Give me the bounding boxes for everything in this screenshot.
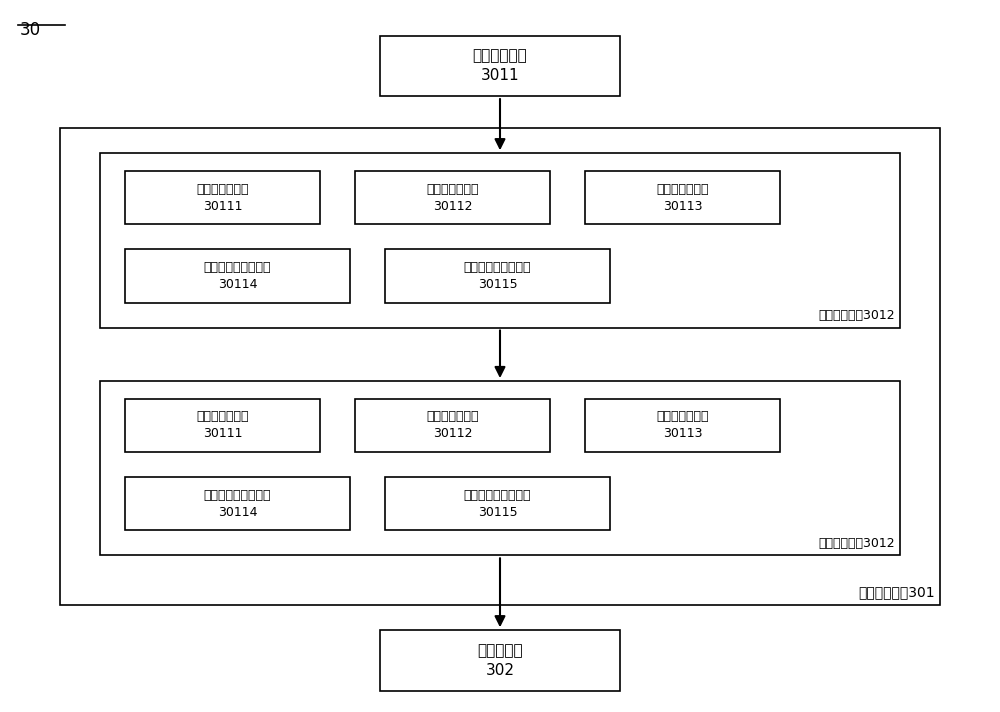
- FancyBboxPatch shape: [355, 171, 550, 224]
- Text: 零拆货架组件3012: 零拆货架组件3012: [818, 537, 895, 550]
- FancyBboxPatch shape: [380, 36, 620, 96]
- FancyBboxPatch shape: [585, 399, 780, 452]
- FancyBboxPatch shape: [100, 381, 900, 555]
- FancyBboxPatch shape: [125, 477, 350, 530]
- Text: 畅销度匹配打分组件
30114: 畅销度匹配打分组件 30114: [204, 261, 271, 291]
- Text: 体积分打分组件
30113: 体积分打分组件 30113: [656, 410, 709, 441]
- FancyBboxPatch shape: [385, 477, 610, 530]
- FancyBboxPatch shape: [585, 171, 780, 224]
- Text: 商品折分组件
3011: 商品折分组件 3011: [473, 48, 527, 83]
- FancyBboxPatch shape: [125, 171, 320, 224]
- FancyBboxPatch shape: [355, 399, 550, 452]
- FancyBboxPatch shape: [385, 249, 610, 303]
- Text: 零拆货架组件3012: 零拆货架组件3012: [818, 309, 895, 322]
- Text: 畅销度匹配打分组件
30114: 畅销度匹配打分组件 30114: [204, 488, 271, 519]
- Text: 状态分打分组件
30111: 状态分打分组件 30111: [196, 410, 249, 441]
- Text: 30: 30: [20, 21, 41, 39]
- Text: 重量分打分组件
30112: 重量分打分组件 30112: [426, 410, 479, 441]
- Text: 关联度匹配打分组件
30115: 关联度匹配打分组件 30115: [464, 488, 531, 519]
- Text: 重量分打分组件
30112: 重量分打分组件 30112: [426, 182, 479, 213]
- Text: 货架推荐组件301: 货架推荐组件301: [858, 585, 935, 600]
- Text: 状态分打分组件
30111: 状态分打分组件 30111: [196, 182, 249, 213]
- FancyBboxPatch shape: [380, 630, 620, 691]
- FancyBboxPatch shape: [125, 249, 350, 303]
- FancyBboxPatch shape: [100, 153, 900, 328]
- FancyBboxPatch shape: [60, 128, 940, 605]
- Text: 关联度匹配打分组件
30115: 关联度匹配打分组件 30115: [464, 261, 531, 291]
- Text: 移动机器人
302: 移动机器人 302: [477, 643, 523, 678]
- Text: 体积分打分组件
30113: 体积分打分组件 30113: [656, 182, 709, 213]
- FancyBboxPatch shape: [125, 399, 320, 452]
